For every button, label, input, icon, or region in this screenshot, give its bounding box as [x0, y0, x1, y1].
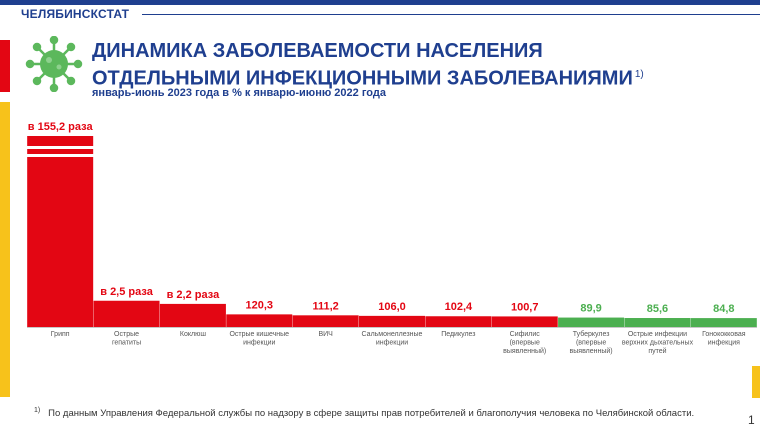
chart-title: ДИНАМИКА ЗАБОЛЕВАЕМОСТИ НАСЕЛЕНИЯ ОТДЕЛЬ…	[92, 40, 644, 91]
data-label: 100,7	[511, 301, 539, 313]
bar	[159, 303, 226, 327]
axis-break-mark	[26, 154, 95, 157]
right-accent-yellow	[752, 366, 760, 398]
left-accent-red	[0, 40, 10, 92]
bar	[226, 314, 293, 327]
data-label: 102,4	[445, 301, 473, 313]
category-label: Туберкулез (впервые выявленный)	[570, 330, 613, 355]
category-label: Острые кишечные инфекции	[229, 331, 289, 347]
bar	[359, 315, 425, 327]
title-line-2: ОТДЕЛЬНЫМИ ИНФЕКЦИОННЫМИ ЗАБОЛЕВАНИЯМИ 1)	[92, 63, 644, 91]
bar	[425, 316, 492, 327]
data-label: 89,9	[580, 303, 601, 315]
title-line-1: ДИНАМИКА ЗАБОЛЕВАЕМОСТИ НАСЕЛЕНИЯ	[92, 40, 543, 62]
data-label: 120,3	[246, 299, 274, 311]
header-divider	[142, 14, 760, 15]
data-label: 84,8	[713, 303, 734, 315]
chart-subtitle: январь-июнь 2023 года в % к январю-июню …	[92, 87, 386, 99]
bar	[558, 317, 625, 327]
category-label: ВИЧ	[318, 331, 333, 338]
category-label: Коклюш	[180, 331, 206, 338]
category-label: Острые гепатиты	[112, 331, 141, 347]
category-label: Гонококковая инфекция	[702, 331, 746, 347]
category-label: Педикулез	[441, 331, 475, 338]
axis-break-mark	[26, 146, 95, 149]
data-label: в 2,2 раза	[167, 289, 220, 301]
footnote-text: По данным Управления Федеральной службы …	[48, 408, 695, 420]
data-label: 85,6	[647, 303, 668, 315]
page-number: 1	[748, 413, 755, 427]
bar	[27, 136, 94, 327]
top-bar	[0, 0, 760, 5]
title-line-2-text: ОТДЕЛЬНЫМИ ИНФЕКЦИОННЫМИ ЗАБОЛЕВАНИЯМИ	[92, 67, 633, 90]
data-label: 106,0	[378, 301, 406, 313]
category-label: Грипп	[51, 331, 70, 338]
bar	[491, 316, 558, 327]
category-label: Острые инфекции верхних дыхательных путей	[622, 331, 694, 355]
data-label: в 155,2 раза	[28, 121, 94, 133]
footnote: 1) По данным Управления Федеральной служ…	[34, 407, 694, 419]
bar	[93, 300, 160, 327]
brand-name: ЧЕЛЯБИНСКСТАТ	[21, 7, 130, 21]
left-accent-yellow	[0, 102, 10, 397]
title-footnote-marker: 1)	[634, 69, 644, 80]
bar	[624, 318, 691, 327]
category-label: Сальмонеллезные инфекции	[362, 331, 423, 347]
bar	[292, 315, 359, 327]
virus-icon	[25, 36, 83, 92]
bar	[690, 318, 757, 327]
data-label: в 2,5 раза	[100, 286, 153, 298]
footnote-marker: 1)	[34, 407, 41, 414]
data-label: 111,2	[312, 300, 338, 312]
category-label: Сифилис (впервые выявленный)	[503, 331, 546, 355]
